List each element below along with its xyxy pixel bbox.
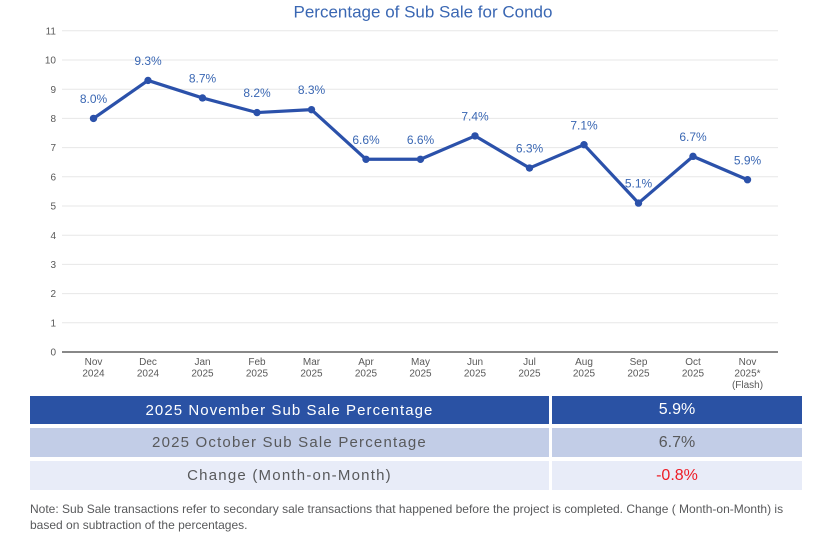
svg-text:8: 8 xyxy=(50,114,56,125)
svg-text:Percentage of Sub Sale for Con: Percentage of Sub Sale for Condo xyxy=(294,3,553,22)
svg-text:9: 9 xyxy=(50,85,56,96)
svg-text:3: 3 xyxy=(50,260,56,271)
svg-text:2: 2 xyxy=(50,289,56,300)
svg-text:8.0%: 8.0% xyxy=(80,92,108,106)
svg-text:8.3%: 8.3% xyxy=(298,83,326,97)
svg-text:5.9%: 5.9% xyxy=(734,153,762,167)
svg-text:9.3%: 9.3% xyxy=(134,54,162,68)
svg-text:4: 4 xyxy=(50,231,56,242)
svg-text:6.7%: 6.7% xyxy=(679,130,707,144)
svg-text:7: 7 xyxy=(50,143,56,154)
svg-text:1: 1 xyxy=(50,318,56,329)
svg-text:8.2%: 8.2% xyxy=(243,86,271,100)
svg-text:6.3%: 6.3% xyxy=(516,142,544,156)
svg-text:6.6%: 6.6% xyxy=(407,133,435,147)
svg-text:5.1%: 5.1% xyxy=(625,177,653,191)
svg-text:7.1%: 7.1% xyxy=(570,118,598,132)
svg-text:8.7%: 8.7% xyxy=(189,72,217,86)
svg-text:5: 5 xyxy=(50,202,56,213)
svg-text:0: 0 xyxy=(50,348,56,359)
svg-text:11: 11 xyxy=(46,26,57,37)
svg-text:10: 10 xyxy=(45,56,57,67)
svg-text:6: 6 xyxy=(50,172,56,183)
svg-text:7.4%: 7.4% xyxy=(461,110,489,124)
svg-text:6.6%: 6.6% xyxy=(352,133,380,147)
